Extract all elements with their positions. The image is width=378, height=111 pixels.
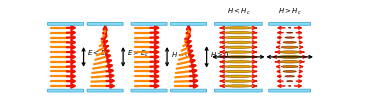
- FancyBboxPatch shape: [87, 89, 123, 92]
- Text: $H > 0$: $H > 0$: [211, 50, 230, 59]
- Ellipse shape: [285, 76, 294, 77]
- FancyBboxPatch shape: [48, 23, 84, 25]
- FancyBboxPatch shape: [170, 23, 207, 25]
- FancyBboxPatch shape: [215, 23, 262, 25]
- FancyBboxPatch shape: [48, 89, 84, 92]
- Ellipse shape: [279, 51, 300, 53]
- Text: $H < H_c$: $H < H_c$: [226, 7, 250, 17]
- Ellipse shape: [224, 70, 253, 73]
- FancyBboxPatch shape: [269, 89, 311, 92]
- Text: $E < E_c$: $E < E_c$: [87, 49, 110, 59]
- Ellipse shape: [283, 42, 296, 43]
- Ellipse shape: [279, 60, 300, 63]
- Ellipse shape: [224, 75, 253, 77]
- Ellipse shape: [224, 46, 253, 48]
- Text: $E > E_c$: $E > E_c$: [127, 49, 149, 59]
- Ellipse shape: [224, 61, 253, 63]
- Ellipse shape: [224, 80, 253, 82]
- FancyBboxPatch shape: [131, 23, 167, 25]
- Ellipse shape: [281, 46, 298, 48]
- Ellipse shape: [224, 32, 253, 34]
- Ellipse shape: [224, 56, 253, 58]
- Ellipse shape: [283, 71, 296, 72]
- Ellipse shape: [287, 81, 293, 82]
- Ellipse shape: [285, 37, 294, 38]
- Text: $H = 0$: $H = 0$: [171, 50, 191, 59]
- FancyBboxPatch shape: [269, 23, 311, 25]
- Ellipse shape: [224, 41, 253, 44]
- Ellipse shape: [277, 56, 302, 58]
- FancyBboxPatch shape: [87, 23, 123, 25]
- Ellipse shape: [287, 32, 293, 33]
- Ellipse shape: [224, 65, 253, 68]
- Ellipse shape: [224, 27, 253, 29]
- Text: $H > H_c$: $H > H_c$: [278, 7, 302, 17]
- FancyBboxPatch shape: [170, 89, 207, 92]
- Ellipse shape: [281, 65, 298, 68]
- Ellipse shape: [224, 36, 253, 39]
- Ellipse shape: [224, 85, 253, 87]
- FancyBboxPatch shape: [215, 89, 262, 92]
- Ellipse shape: [224, 51, 253, 53]
- FancyBboxPatch shape: [131, 89, 167, 92]
